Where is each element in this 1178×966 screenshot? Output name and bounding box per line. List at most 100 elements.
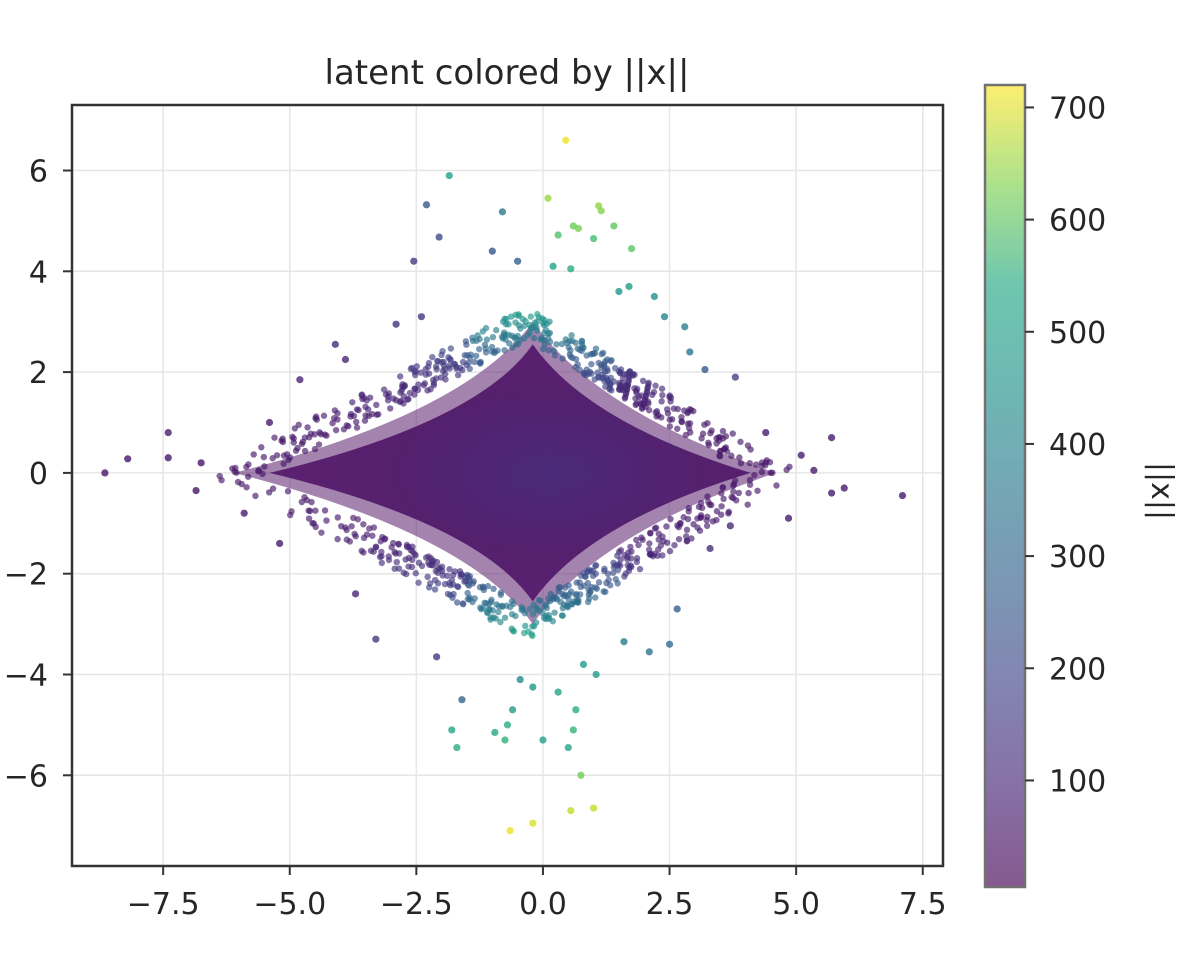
fringe-point [592, 562, 599, 570]
fringe-point [585, 370, 592, 377]
fringe-point [744, 501, 751, 508]
scatter-point [564, 743, 572, 752]
fringe-point [488, 596, 495, 603]
fringe-point [567, 347, 574, 354]
fringe-point [690, 407, 697, 415]
fringe-point [331, 407, 339, 414]
fringe-point [471, 595, 478, 602]
fringe-point [580, 369, 588, 377]
fringe-point [621, 551, 628, 559]
fringe-point [658, 414, 665, 421]
fringe-point [476, 359, 483, 366]
scatter-point [577, 771, 585, 779]
scatter-point [410, 257, 418, 265]
scatter-point [827, 489, 836, 497]
fringe-point [436, 565, 444, 572]
fringe-point [758, 468, 766, 476]
colorbar-tick-label: 600 [1049, 204, 1106, 239]
fringe-point [595, 579, 603, 586]
fringe-point [465, 359, 472, 366]
fringe-point [488, 343, 496, 351]
scatter-point [331, 340, 339, 348]
dense-point-cloud [216, 310, 793, 640]
fringe-point [569, 337, 576, 345]
fringe-point [541, 329, 548, 337]
fringe-point [487, 616, 494, 623]
scatter-point [491, 728, 499, 737]
fringe-point [617, 384, 624, 391]
fringe-point [666, 423, 674, 430]
scatter-point [417, 313, 426, 321]
fringe-point [396, 373, 404, 380]
scatter-point [276, 539, 284, 548]
scatter-point [458, 696, 466, 704]
fringe-point [397, 397, 405, 405]
fringe-point [663, 539, 671, 546]
x-tick-label: −7.5 [127, 887, 200, 922]
fringe-point [617, 370, 624, 377]
scatter-points [101, 136, 907, 835]
fringe-point [614, 566, 622, 574]
fringe-point [393, 558, 400, 566]
fringe-point [730, 482, 737, 489]
fringe-point [425, 363, 432, 370]
fringe-point [659, 552, 666, 559]
fringe-point [461, 578, 468, 585]
fringe-point [569, 354, 576, 362]
fringe-point [512, 612, 519, 620]
fringe-point [583, 568, 591, 575]
fringe-point [675, 535, 683, 543]
fringe-point [405, 395, 412, 403]
fringe-point [746, 476, 754, 484]
fringe-point [592, 594, 599, 601]
fringe-point [427, 386, 434, 393]
fringe-point [633, 558, 640, 566]
fringe-point [512, 311, 519, 318]
fringe-point [633, 536, 640, 544]
x-tick-label: −5.0 [253, 887, 326, 922]
colorbar-tick-label: 500 [1049, 316, 1106, 351]
fringe-point [655, 546, 662, 553]
fringe-point [608, 357, 615, 364]
fringe-point [321, 507, 329, 514]
fringe-point [426, 561, 433, 569]
fringe-point [546, 329, 554, 337]
fringe-point [451, 568, 459, 575]
scatter-point [686, 348, 694, 356]
scatter-point [124, 455, 132, 463]
fringe-point [332, 426, 340, 434]
scatter-point [589, 234, 598, 243]
fringe-point [361, 417, 369, 424]
fringe-point [347, 410, 355, 418]
fringe-point [349, 399, 356, 406]
fringe-point [278, 437, 285, 444]
fringe-point [631, 371, 638, 378]
fringe-point [353, 406, 361, 413]
fringe-point [495, 608, 502, 616]
fringe-point [412, 570, 420, 577]
fringe-point [645, 379, 652, 387]
scatter-point [240, 509, 248, 517]
fringe-point [231, 468, 238, 475]
fringe-point [255, 467, 262, 475]
scatter-point [620, 638, 628, 646]
fringe-point [402, 556, 409, 563]
fringe-point [244, 473, 252, 480]
fringe-point [334, 535, 341, 543]
fringe-point [519, 315, 526, 323]
fringe-point [430, 376, 437, 384]
fringe-point [407, 365, 415, 373]
fringe-point [645, 406, 653, 414]
fringe-point [573, 590, 580, 598]
fringe-point [767, 469, 774, 477]
fringe-point [636, 399, 644, 407]
fringe-point [311, 445, 319, 453]
fringe-point [719, 427, 727, 435]
fringe-point [607, 374, 615, 381]
fringe-point [558, 340, 566, 348]
fringe-point [751, 471, 758, 479]
fringe-point [439, 367, 447, 375]
fringe-point [429, 353, 436, 361]
scatter-point [544, 194, 552, 202]
